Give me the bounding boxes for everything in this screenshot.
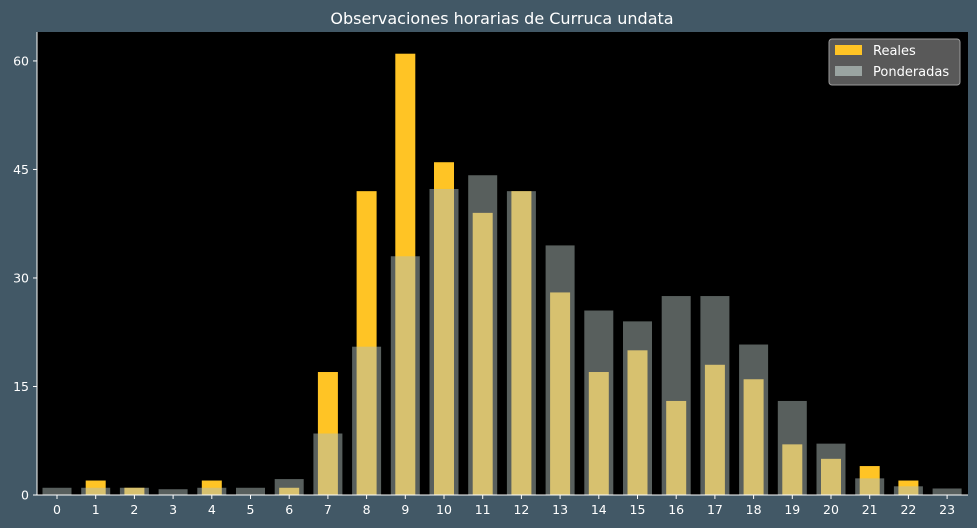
bar-ponderadas-18 [739,344,769,495]
x-axis: 0 1 2 3 4 5 6 7 8 9 10 11 12 13 14 15 16 17 18 19 20 21 22 23 [37,494,968,517]
y-tick-label-30: 30 [13,270,29,285]
x-tick-label-0: 0 [53,502,61,517]
x-tick-label-8: 8 [363,502,371,517]
x-tick-label-17: 17 [707,502,723,517]
bar-ponderadas-5 [236,487,265,495]
legend: Reales Ponderadas [828,38,961,86]
bar-ponderadas-12 [506,191,536,495]
x-tick-label-1: 1 [92,502,100,517]
bar-ponderadas-7 [313,433,343,495]
y-tick-label-0: 0 [21,488,29,503]
bar-ponderadas-22 [893,486,923,495]
y-tick-label-45: 45 [13,162,29,177]
bar-ponderadas-23 [932,488,962,495]
x-tick-label-21: 21 [862,502,878,517]
plot-area [37,32,968,495]
x-tick-label-11: 11 [475,502,491,517]
x-tick-label-16: 16 [668,502,684,517]
x-tick-label-15: 15 [630,502,646,517]
chart-title: Observaciones horarias de Curruca undata [330,9,673,28]
bar-ponderadas-10 [429,188,459,495]
x-tick-label-12: 12 [513,502,529,517]
x-tick-label-9: 9 [401,502,409,517]
bar-ponderadas-15 [623,321,652,495]
x-tick-label-10: 10 [436,502,452,517]
bar-ponderadas-3 [158,489,188,495]
bar-ponderadas-6 [274,479,304,495]
x-tick-label-3: 3 [169,502,177,517]
bar-ponderadas-0 [42,487,72,495]
bar-ponderadas-4 [197,487,227,495]
x-tick-label-4: 4 [208,502,216,517]
bar-ponderadas-19 [777,400,807,495]
bar-ponderadas-21 [855,478,885,495]
bar-ponderadas-11 [468,175,498,495]
x-tick-label-18: 18 [746,502,762,517]
y-tick-label-15: 15 [13,379,29,394]
bar-ponderadas-16 [661,296,691,495]
y-axis: 0 15 30 45 60 [13,32,38,503]
x-tick-label-23: 23 [939,502,955,517]
x-tick-label-20: 20 [823,502,839,517]
x-tick-label-5: 5 [247,502,255,517]
x-tick-label-19: 19 [784,502,800,517]
x-tick-label-14: 14 [591,502,607,517]
bar-ponderadas-17 [700,296,730,495]
x-tick-label-6: 6 [285,502,293,517]
x-tick-label-13: 13 [552,502,568,517]
legend-swatch-ponderadas [835,66,862,76]
x-tick-label-7: 7 [324,502,332,517]
legend-label-reales: Reales [873,44,916,59]
bar-ponderadas-14 [584,310,614,495]
bar-ponderadas-20 [816,443,846,495]
legend-swatch-reales [835,45,862,55]
x-tick-label-2: 2 [130,502,138,517]
bar-ponderadas-13 [545,245,575,495]
legend-label-ponderadas: Ponderadas [873,65,949,80]
y-tick-label-60: 60 [13,53,29,68]
bar-ponderadas-2 [119,487,149,495]
bar-ponderadas-8 [352,346,382,495]
bar-ponderadas-1 [81,487,111,495]
series-ponderadas [42,175,962,495]
bar-ponderadas-9 [390,256,420,495]
x-tick-label-22: 22 [900,502,916,517]
